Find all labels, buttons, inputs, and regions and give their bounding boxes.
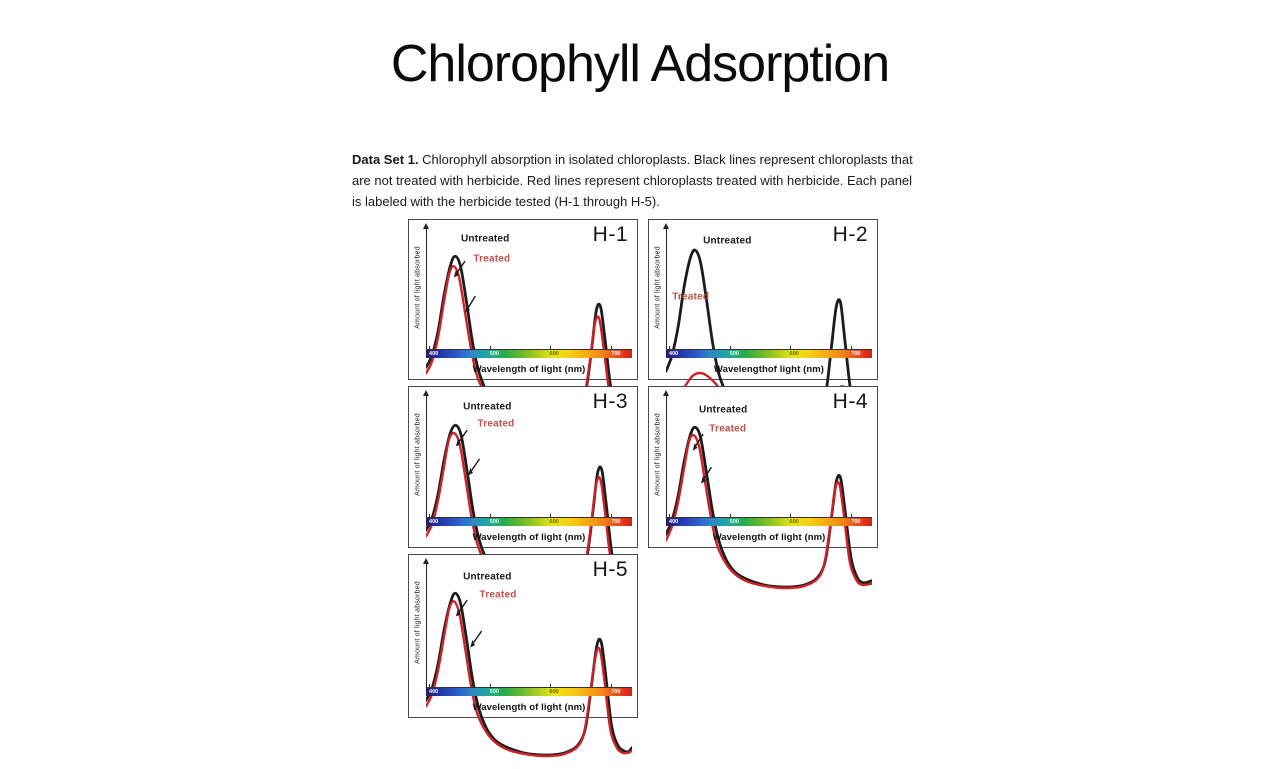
- x-axis-line: [666, 349, 872, 350]
- x-axis-line: [426, 349, 632, 350]
- x-tick: [489, 346, 491, 350]
- y-axis-arrow-icon: [423, 558, 429, 564]
- x-axis-ticks: [426, 346, 632, 350]
- x-tick: [729, 346, 731, 350]
- chart-panel-h2: Amount of light absorbed Untreated Treate…: [648, 219, 878, 380]
- x-tick: [611, 514, 613, 518]
- x-tick-label: 500: [729, 518, 739, 525]
- x-axis-label: Wavelength of light (nm): [472, 364, 586, 375]
- y-axis-label: Amount of light absorbed: [654, 246, 662, 329]
- spectrum-bar: 400 500 600 700: [426, 688, 632, 696]
- x-tick: [669, 514, 671, 518]
- x-axis-ticks: [426, 684, 632, 688]
- x-tick: [549, 514, 551, 518]
- x-tick-label: 500: [729, 350, 739, 357]
- x-axis-ticks: [426, 514, 632, 518]
- caption-lead: Data Set 1.: [352, 152, 419, 167]
- y-axis-arrow-icon: [663, 390, 669, 396]
- x-tick: [429, 514, 431, 518]
- slide-title: Chlorophyll Adsorption: [390, 35, 890, 93]
- x-tick: [789, 346, 791, 350]
- x-tick: [729, 514, 731, 518]
- x-tick-label: 700: [611, 518, 621, 525]
- x-axis-line: [666, 517, 872, 518]
- x-tick-label: 400: [429, 688, 439, 695]
- y-axis-line: [426, 396, 427, 518]
- chart-panel-h3: Amount of light absorbed Untreated Treate…: [408, 386, 638, 548]
- x-tick-label: 700: [851, 518, 861, 525]
- x-axis-label: Wavelength of light (nm): [712, 532, 826, 543]
- x-tick: [851, 346, 853, 350]
- spectrum-bar: 400 500 600 700: [666, 518, 872, 526]
- x-axis-label: Wavelength of light (nm): [472, 532, 586, 543]
- x-tick-label: 400: [429, 518, 439, 525]
- x-axis-line: [426, 687, 632, 688]
- panel-label: H-4: [832, 390, 868, 413]
- panel-label: H-1: [592, 223, 628, 246]
- x-tick: [549, 684, 551, 688]
- x-tick-label: 600: [549, 350, 559, 357]
- y-axis-label: Amount of light absorbed: [414, 413, 422, 496]
- x-tick-label: 700: [851, 350, 861, 357]
- y-axis-line: [666, 396, 667, 518]
- y-axis-label: Amount of light absorbed: [414, 581, 422, 664]
- figure-caption: Data Set 1. Chlorophyll absorption in is…: [352, 149, 924, 212]
- x-tick: [611, 346, 613, 350]
- spectrum-bar: 400 500 600 700: [426, 518, 632, 526]
- chart-panel-h4: Amount of light absorbed Untreated Treate…: [648, 386, 878, 548]
- x-tick-label: 500: [489, 518, 499, 525]
- x-tick: [549, 346, 551, 350]
- y-axis-arrow-icon: [423, 223, 429, 229]
- x-axis-label: Wavelength of light (nm): [472, 702, 586, 713]
- caption-body: Chlorophyll absorption in isolated chlor…: [352, 152, 913, 209]
- y-axis-line: [666, 229, 667, 350]
- chart-panel-h5: Amount of light absorbed Untreated Treate…: [408, 554, 638, 718]
- x-tick-label: 500: [489, 688, 499, 695]
- x-axis-ticks: [666, 346, 872, 350]
- x-tick: [429, 346, 431, 350]
- x-tick-label: 600: [789, 518, 799, 525]
- y-axis-arrow-icon: [423, 390, 429, 396]
- spectrum-bar: 400 500 600 700: [666, 350, 872, 358]
- chart-panel-h1: Amount of light absorbed Untreated Treate…: [408, 219, 638, 380]
- spectrum-bar: 400 500 600 700: [426, 350, 632, 358]
- x-tick-label: 700: [611, 688, 621, 695]
- panel-label: H-2: [832, 223, 868, 246]
- x-tick: [851, 514, 853, 518]
- x-tick-label: 700: [611, 350, 621, 357]
- x-tick: [789, 514, 791, 518]
- x-tick-label: 600: [549, 518, 559, 525]
- x-tick-label: 500: [489, 350, 499, 357]
- x-tick: [611, 684, 613, 688]
- panel-label: H-5: [592, 558, 628, 581]
- x-tick: [489, 514, 491, 518]
- x-tick: [489, 684, 491, 688]
- x-axis-ticks: [666, 514, 872, 518]
- x-axis-line: [426, 517, 632, 518]
- y-axis-line: [426, 564, 427, 688]
- x-tick-label: 400: [429, 350, 439, 357]
- y-axis-label: Amount of light absorbed: [414, 246, 422, 329]
- y-axis-line: [426, 229, 427, 350]
- x-tick: [669, 346, 671, 350]
- y-axis-label: Amount of light absorbed: [654, 413, 662, 496]
- x-tick: [429, 684, 431, 688]
- x-tick-label: 400: [669, 518, 679, 525]
- plot-svg: [426, 563, 632, 769]
- x-tick-label: 600: [789, 350, 799, 357]
- x-axis-label: Wavelengthof light (nm): [713, 364, 825, 375]
- x-tick-label: 600: [549, 688, 559, 695]
- plot-svg: [666, 395, 872, 601]
- x-tick-label: 400: [669, 350, 679, 357]
- y-axis-arrow-icon: [663, 223, 669, 229]
- panel-label: H-3: [592, 390, 628, 413]
